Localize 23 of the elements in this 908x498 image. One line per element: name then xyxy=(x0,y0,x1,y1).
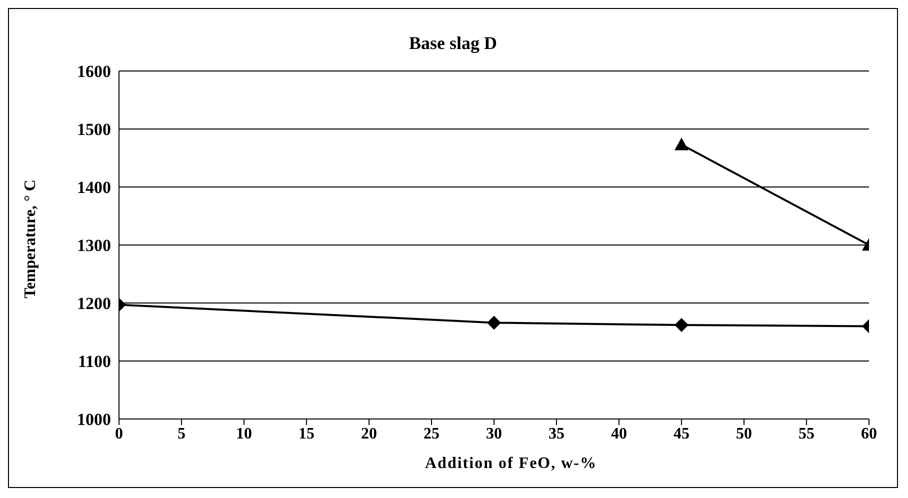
y-axis-title: Temperature, ° C xyxy=(22,180,40,298)
y-tick-label: 1100 xyxy=(78,352,111,372)
x-axis-title: Addition of FeO, w-% xyxy=(424,455,598,473)
y-tick-label: 1300 xyxy=(77,236,111,256)
y-tick-label: 1000 xyxy=(77,410,111,430)
x-tick-label: 20 xyxy=(361,425,377,442)
y-tick-label: 1400 xyxy=(77,178,111,198)
x-tick-label: 60 xyxy=(861,425,877,442)
x-tick-label: 25 xyxy=(424,425,440,442)
chart-title: Base slag D xyxy=(408,33,498,54)
x-tick-label: 0 xyxy=(115,425,123,442)
x-tick-label: 5 xyxy=(178,425,186,442)
x-tick-label: 30 xyxy=(486,425,502,442)
x-tick-label: 50 xyxy=(736,425,752,442)
x-tick-label: 10 xyxy=(236,425,252,442)
x-tick-label: 45 xyxy=(674,425,690,442)
y-tick-label: 1600 xyxy=(77,62,111,82)
x-tick-label: 15 xyxy=(298,425,314,442)
y-tick-label: 1500 xyxy=(77,120,111,140)
x-tick-label: 55 xyxy=(798,425,814,442)
y-tick-label: 1200 xyxy=(77,294,111,314)
x-tick-label: 35 xyxy=(548,425,564,442)
x-tick-label: 40 xyxy=(611,425,627,442)
